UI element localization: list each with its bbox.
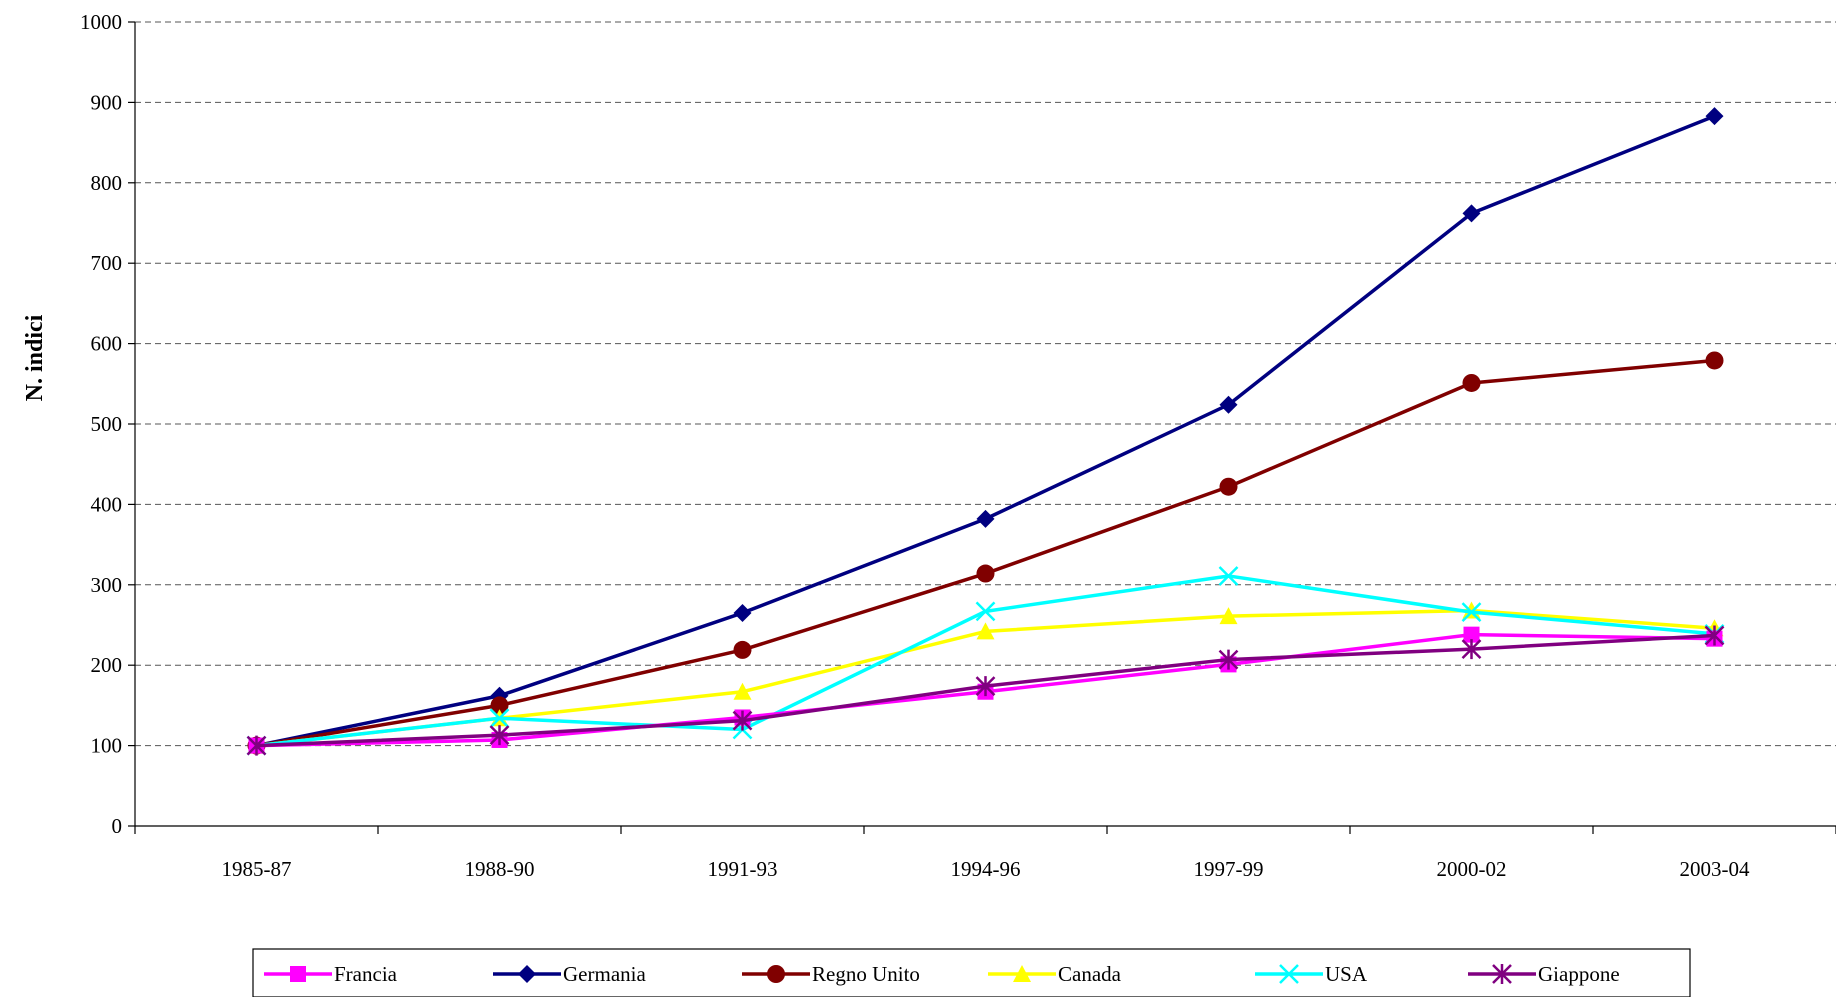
- legend-entry: Regno Unito: [742, 962, 920, 986]
- data-point: [1461, 639, 1482, 660]
- x-tick-label: 1997-99: [1194, 857, 1264, 881]
- data-point: [733, 603, 752, 622]
- data-point: [733, 682, 752, 700]
- y-tick-label: 800: [91, 171, 123, 195]
- data-point: [976, 509, 995, 528]
- legend-label: Regno Unito: [812, 962, 920, 986]
- data-point: [1461, 602, 1482, 623]
- data-point: [1463, 626, 1480, 643]
- data-point: [733, 640, 752, 659]
- y-tick-label: 300: [91, 573, 123, 597]
- gridlines: [135, 21, 1836, 747]
- legend-label: Canada: [1058, 962, 1122, 986]
- legend-marker: [1279, 964, 1299, 984]
- data-point: [489, 708, 510, 729]
- series-regno-unito: [247, 351, 1724, 755]
- legend-entry: Giappone: [1468, 962, 1620, 986]
- y-tick-label: 600: [91, 332, 123, 356]
- series-germania: [247, 107, 1724, 755]
- x-tick-labels: 1985-87 1988-90 1991-93 1994-96 1997-99 2000-…: [222, 857, 1750, 881]
- legend-entry: USA: [1255, 962, 1368, 986]
- x-tick-label: 2000-02: [1437, 857, 1507, 881]
- x-tick-label: 2003-04: [1680, 857, 1750, 881]
- legend-entry: Germania: [493, 962, 646, 986]
- y-tick-label: 200: [91, 653, 123, 677]
- y-axis-title: N. indici: [22, 314, 48, 401]
- legend-marker: [767, 965, 785, 983]
- y-tick-label: 0: [112, 814, 123, 838]
- series-usa: [246, 566, 1725, 756]
- legend-marker: [1013, 965, 1031, 982]
- y-tick-labels: 0 100 200 300 400 500 600 700 800 900 1000: [80, 10, 122, 838]
- x-tick-label: 1988-90: [465, 857, 535, 881]
- legend-marker: [518, 965, 536, 983]
- data-point: [1704, 625, 1725, 646]
- y-tick-label: 100: [91, 734, 123, 758]
- legend-label: USA: [1325, 962, 1368, 986]
- data-point: [1218, 566, 1239, 586]
- legend-entry: Francia: [264, 962, 398, 986]
- data-point: [1219, 607, 1238, 625]
- axes: [128, 21, 1836, 834]
- legend-label: Francia: [334, 962, 398, 986]
- y-tick-label: 500: [91, 412, 123, 436]
- data-point: [1462, 204, 1481, 223]
- y-tick-label: 900: [91, 90, 123, 114]
- series-line: [256, 574, 1715, 748]
- x-tick-label: 1985-87: [222, 857, 292, 881]
- data-point: [732, 710, 753, 731]
- data-point: [1219, 477, 1238, 496]
- data-point: [1705, 107, 1724, 126]
- data-point: [490, 696, 509, 715]
- legend: Francia Germania Regno Unito Canada USA Giapp…: [252, 948, 1691, 997]
- data-point: [975, 601, 996, 622]
- data-point: [1462, 373, 1481, 392]
- legend-box: [252, 948, 1691, 997]
- series-giappone: [246, 625, 1725, 756]
- series-layer: [246, 107, 1725, 756]
- data-point: [1218, 649, 1239, 670]
- legend-label: Giappone: [1538, 962, 1620, 986]
- y-tick-label: 400: [91, 492, 123, 516]
- data-point: [1219, 395, 1238, 414]
- legend-label: Germania: [563, 962, 646, 986]
- data-point: [489, 725, 510, 746]
- x-tick-label: 1994-96: [951, 857, 1021, 881]
- legend-marker: [1492, 964, 1512, 984]
- data-point: [1705, 351, 1724, 370]
- data-point: [976, 622, 995, 640]
- data-point: [975, 676, 996, 697]
- x-tick-label: 1991-93: [708, 857, 778, 881]
- y-tick-label: 700: [91, 251, 123, 275]
- series-line: [256, 114, 1716, 748]
- legend-entry: Canada: [988, 962, 1122, 986]
- legend-marker: [290, 966, 306, 982]
- data-point: [976, 564, 995, 583]
- y-tick-label: 1000: [80, 10, 122, 34]
- data-point: [246, 735, 267, 756]
